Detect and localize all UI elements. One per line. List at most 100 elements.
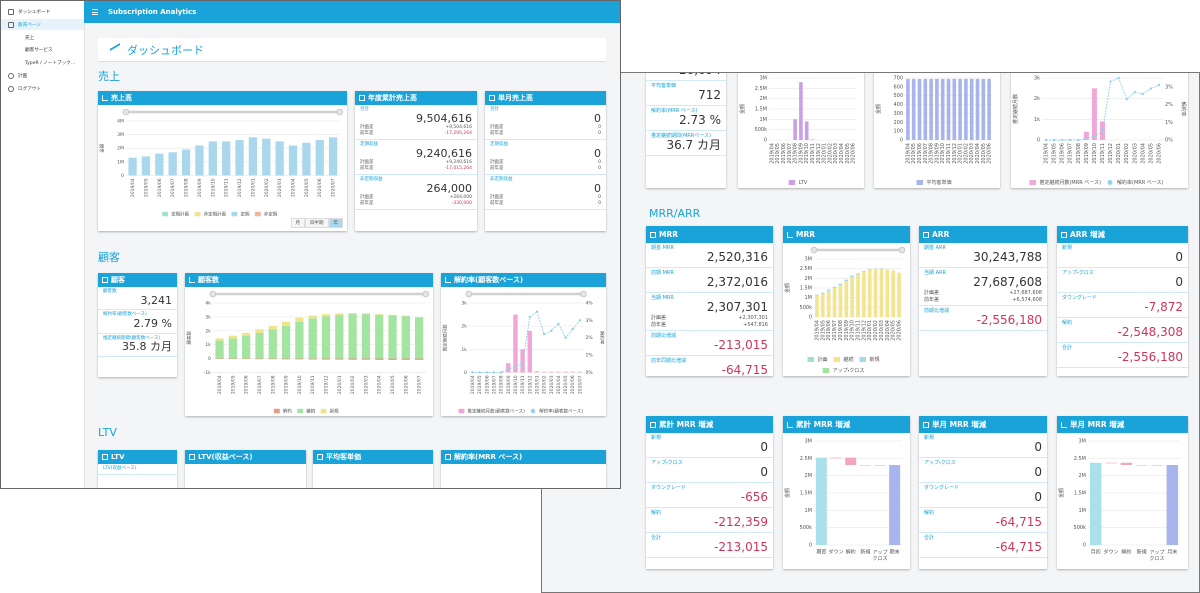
kv-label: 解約 bbox=[924, 510, 935, 517]
legend-swatch bbox=[807, 357, 814, 362]
bar bbox=[815, 295, 819, 317]
x-tick-label: 2020/01 bbox=[250, 178, 256, 197]
slider-handle[interactable] bbox=[465, 290, 473, 298]
tick-label: -1k bbox=[204, 370, 211, 376]
kv-label: 合計 bbox=[924, 535, 935, 542]
kv-sub-value: +6,574,608 bbox=[1012, 296, 1042, 303]
bar bbox=[850, 275, 854, 278]
point bbox=[1077, 138, 1080, 142]
slider-handle[interactable] bbox=[122, 108, 130, 116]
header-icon bbox=[189, 454, 195, 460]
kv-label: ダウングレード bbox=[924, 485, 960, 492]
slider-handle[interactable] bbox=[580, 290, 587, 298]
x-tick-label: 2020/01 bbox=[1116, 143, 1122, 164]
kv-value: 0 bbox=[594, 146, 601, 160]
tick-label: 2k bbox=[205, 328, 211, 334]
point bbox=[471, 371, 474, 374]
card-header: 累計 MRR 増減 bbox=[783, 416, 910, 433]
x-tick-label: 2020/02 bbox=[1124, 143, 1130, 164]
kv-row: アップ・クロス 0 bbox=[1057, 268, 1188, 294]
slider-handle[interactable] bbox=[898, 246, 906, 254]
card: 顧客 顧客数 3,241 解約率(顧客数ベース) 2.79 % 推定継続期間(顧客数ベース… bbox=[98, 273, 177, 377]
kv-sub-label: 計画差 bbox=[490, 195, 504, 201]
section-title: LTV bbox=[98, 426, 117, 439]
bar bbox=[946, 78, 951, 140]
card: 平均客単価 bbox=[313, 450, 433, 488]
card-header: ARR bbox=[919, 226, 1047, 243]
card-title: 平均客単価 bbox=[326, 453, 361, 461]
x-tick-label: 2020/04 bbox=[291, 178, 297, 197]
tick-label: 1.5M bbox=[800, 286, 812, 292]
sidebar-item[interactable]: ダッシュボード bbox=[1, 6, 84, 17]
sidebar-item[interactable]: 売上 bbox=[1, 32, 84, 43]
card: 解約率(MRR ベース) bbox=[441, 450, 606, 488]
x-tick-label: 2020/06 bbox=[897, 320, 903, 341]
tick-label: 1M bbox=[117, 159, 124, 165]
x-tick-label: 2019/05 bbox=[911, 143, 917, 164]
tick-label: 1% bbox=[586, 353, 594, 359]
legend-item: LTV bbox=[788, 180, 808, 186]
header-icon bbox=[445, 454, 451, 460]
slider-handle[interactable] bbox=[209, 290, 217, 298]
bar bbox=[348, 358, 357, 360]
legend-item: アップ・クロス bbox=[822, 368, 864, 374]
chart: -1k 0 1k 2k 3k 4k 顧客数 2019/04 2019/05 2019/06 2019… bbox=[186, 290, 430, 415]
header-icon bbox=[102, 277, 108, 283]
kv-label: 前期 MRR bbox=[651, 270, 674, 277]
kv-row: 解約 -212,359 bbox=[646, 508, 773, 534]
sidebar-item[interactable]: 計画 bbox=[1, 70, 84, 81]
legend-label: 平均客単価 bbox=[926, 179, 951, 186]
x-tick-label: 2019/07 bbox=[832, 320, 838, 341]
tick-label: 1k bbox=[461, 347, 467, 353]
kv-label: LTV(収益ベース) bbox=[103, 466, 137, 471]
x-tick-label: 2020/03 bbox=[969, 143, 975, 164]
tick-label: 0 bbox=[464, 370, 467, 376]
x-tick-label: 2019/11 bbox=[810, 143, 816, 164]
kv-sub: 前年差 0 bbox=[490, 166, 601, 172]
bar bbox=[570, 371, 575, 373]
bar bbox=[388, 314, 397, 316]
bar bbox=[917, 78, 922, 140]
kv-row: 新規 0 bbox=[919, 433, 1047, 459]
bar bbox=[375, 358, 384, 360]
bar bbox=[1083, 131, 1089, 140]
kv-value: -64,715 bbox=[721, 363, 768, 376]
card-body: 期首 MRR 2,520,316 前期 MRR 2,372,016 当期 MRR 2,30… bbox=[646, 243, 773, 376]
card-body: LTV(収益ベース) bbox=[98, 464, 177, 488]
bar bbox=[375, 314, 384, 359]
slider-handle[interactable] bbox=[336, 108, 344, 116]
card: 0 100 200 300 400 500 600 700 金額 2019/04 2019/05 20… bbox=[874, 73, 1000, 188]
sidebar-item[interactable]: TypeR / ノートブック… bbox=[1, 57, 84, 68]
kv-label: ダウングレード bbox=[1062, 295, 1098, 302]
point bbox=[1060, 138, 1064, 142]
slider-handle[interactable] bbox=[810, 246, 818, 254]
card-body: 26,094平均客単価712解約率(MRR ベース)2.73 %推定継続期間(M… bbox=[646, 73, 726, 188]
tick-label: 2M bbox=[760, 96, 768, 102]
kv-label: 前年同期比増減 bbox=[651, 358, 687, 365]
sidebar-item[interactable]: ログアウト bbox=[1, 83, 84, 94]
tick-label: 3M bbox=[805, 439, 813, 445]
tick-label: 0 bbox=[1083, 543, 1086, 549]
kv-value: 0 bbox=[1034, 490, 1042, 505]
tick-label: 2k bbox=[461, 324, 467, 330]
header-icon bbox=[102, 454, 108, 460]
sidebar-item[interactable]: 顧客サービス bbox=[1, 44, 84, 55]
x-tick-label: 2019/12 bbox=[237, 178, 243, 197]
header-icon bbox=[923, 421, 929, 428]
card-body: 顧客数 3,241 解約率(顧客数ベース) 2.79 % 推定継続期間(顧客数ベース) 3… bbox=[98, 287, 177, 377]
kv-value: -212,359 bbox=[714, 515, 768, 530]
period-button[interactable]: 年 bbox=[328, 218, 343, 228]
point bbox=[528, 315, 531, 319]
sidebar-item[interactable]: 販売ページ bbox=[1, 19, 84, 30]
point bbox=[514, 365, 517, 369]
period-button[interactable]: 月 bbox=[290, 218, 305, 228]
x-tick-label: 2019/07 bbox=[787, 143, 793, 164]
bar bbox=[242, 332, 251, 336]
card-header: LTV(収益ベース) bbox=[185, 450, 306, 464]
period-button[interactable]: 四半期 bbox=[305, 218, 329, 228]
x-tick-label: 2019/04 bbox=[130, 178, 136, 197]
menu-button[interactable] bbox=[92, 9, 98, 15]
bar bbox=[288, 145, 298, 176]
slider-handle[interactable] bbox=[422, 290, 430, 298]
